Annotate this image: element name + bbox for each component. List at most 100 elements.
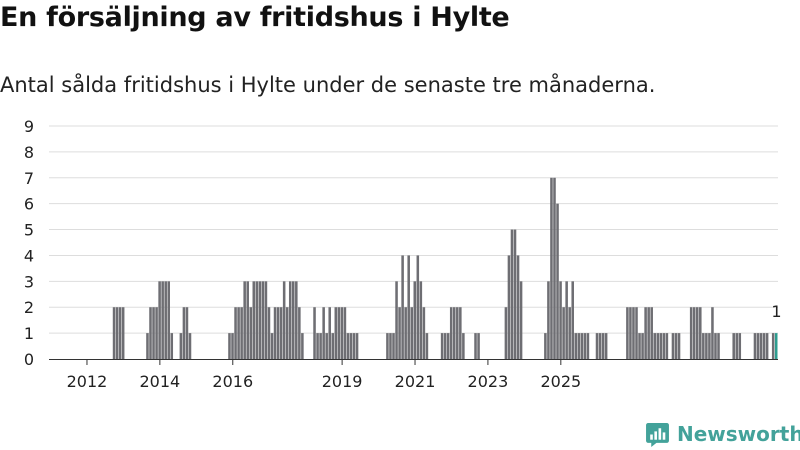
bar	[443, 333, 447, 359]
bar	[407, 255, 410, 359]
bar	[705, 333, 708, 359]
bar	[732, 333, 735, 359]
bar	[401, 255, 404, 359]
bar	[635, 307, 638, 359]
x-tick-label: 2012	[67, 372, 108, 391]
bar	[258, 281, 262, 359]
bar	[586, 333, 590, 359]
bar	[656, 333, 660, 359]
bar	[416, 255, 420, 359]
bar	[629, 307, 632, 359]
bar	[325, 333, 328, 359]
bar	[638, 333, 641, 359]
bar	[161, 281, 164, 359]
bar	[507, 255, 511, 359]
bar	[188, 333, 192, 359]
bar	[167, 281, 170, 359]
data-label-latest: 1	[771, 302, 781, 321]
bar	[322, 307, 325, 359]
bar	[395, 281, 398, 359]
bar	[404, 307, 407, 359]
bar	[273, 307, 277, 359]
y-tick-label: 8	[24, 143, 34, 162]
bar	[231, 333, 234, 359]
bar	[164, 281, 167, 359]
bar	[544, 333, 547, 359]
bar	[556, 203, 559, 359]
bar	[459, 307, 462, 359]
bar	[456, 307, 459, 359]
bar	[398, 307, 401, 359]
bar	[349, 333, 353, 359]
bar	[626, 307, 629, 359]
bar	[170, 333, 174, 359]
bar	[255, 281, 259, 359]
bar	[699, 307, 702, 359]
bar	[261, 281, 265, 359]
bar	[237, 307, 240, 359]
bar	[449, 307, 453, 359]
bar	[149, 307, 152, 359]
bar	[446, 333, 450, 359]
chart-subtitle: Antal sålda fritidshus i Hylte under de …	[0, 73, 656, 97]
bar	[574, 333, 578, 359]
bar	[340, 307, 344, 359]
x-tick-label: 2023	[468, 372, 509, 391]
bar	[276, 307, 280, 359]
bar	[519, 281, 523, 359]
bar-latest	[774, 333, 778, 359]
brand-name: Newsworthy	[677, 422, 800, 446]
bar	[392, 333, 395, 359]
bar	[562, 307, 565, 359]
bar	[413, 281, 417, 359]
bar	[301, 333, 304, 359]
bar	[762, 333, 766, 359]
bar	[665, 333, 669, 359]
bar	[343, 307, 347, 359]
bar	[644, 307, 647, 359]
y-tick-label: 6	[24, 195, 34, 214]
bar	[452, 307, 456, 359]
bar	[708, 333, 711, 359]
bar	[121, 307, 125, 359]
bar	[270, 333, 274, 359]
x-tick-label: 2021	[395, 372, 436, 391]
bar	[580, 333, 584, 359]
bar	[282, 281, 286, 359]
bar	[659, 333, 663, 359]
bar	[228, 333, 231, 359]
y-tick-label: 4	[24, 246, 34, 265]
bar	[425, 333, 429, 359]
y-tick-label: 7	[24, 169, 34, 188]
bar	[440, 333, 444, 359]
x-tick-label: 2014	[140, 372, 181, 391]
bar	[249, 307, 253, 359]
bar	[717, 333, 720, 359]
bar	[179, 333, 183, 359]
bar	[346, 333, 350, 359]
bar	[510, 229, 514, 359]
x-tick-label: 2025	[540, 372, 581, 391]
bar	[765, 333, 769, 359]
newsworthy-brand: Newsworthy	[645, 420, 800, 448]
bar	[550, 177, 553, 359]
bar	[571, 281, 574, 359]
y-axis-tick-labels: 0 1 2 3 4 5 6 7 8 9	[24, 117, 34, 369]
chart-title: En försäljning av fritidshus i Hylte	[0, 2, 510, 33]
bar	[316, 333, 319, 359]
bar	[355, 333, 359, 359]
y-tick-label: 9	[24, 117, 34, 136]
bar	[331, 333, 335, 359]
bar	[115, 307, 119, 359]
bar	[553, 177, 556, 359]
bar	[735, 333, 739, 359]
bar	[650, 307, 653, 359]
bar	[295, 281, 298, 359]
bar	[267, 307, 271, 359]
bar	[240, 307, 243, 359]
bar	[419, 281, 423, 359]
x-tick-label: 2019	[322, 372, 363, 391]
bar	[462, 333, 465, 359]
bar	[662, 333, 666, 359]
